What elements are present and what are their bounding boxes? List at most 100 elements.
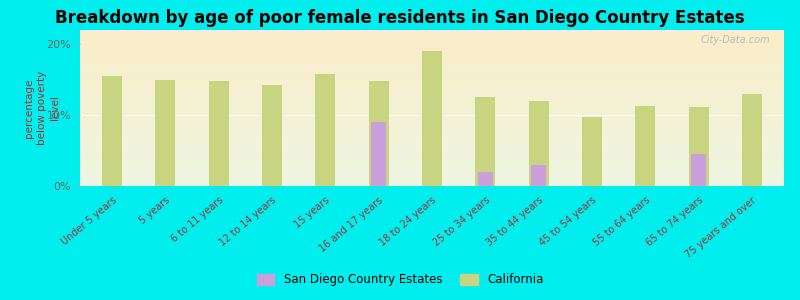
Bar	[0, 78, 800, 79]
Bar	[0, 118, 800, 120]
Bar	[0, 165, 800, 166]
Bar	[0, 48, 800, 50]
Bar	[0, 174, 800, 176]
Bar	[0, 121, 800, 123]
Bar	[0, 92, 800, 93]
Bar	[209, 81, 229, 186]
Bar	[742, 94, 762, 186]
Bar	[0, 171, 800, 173]
Bar	[0, 56, 800, 57]
Bar	[0, 167, 800, 168]
Bar	[0, 181, 800, 182]
Bar	[0, 129, 800, 130]
Bar	[0, 148, 800, 149]
Bar	[0, 45, 800, 46]
Bar	[0, 57, 800, 59]
Bar	[0, 90, 800, 92]
Bar	[0, 46, 800, 48]
Text: Breakdown by age of poor female residents in San Diego Country Estates: Breakdown by age of poor female resident…	[55, 9, 745, 27]
Bar	[0, 68, 800, 70]
Bar	[422, 51, 442, 186]
Bar	[0, 42, 800, 43]
Bar	[691, 154, 706, 186]
Bar	[0, 96, 800, 98]
Bar	[529, 101, 549, 186]
Bar	[0, 50, 800, 51]
Bar	[0, 156, 800, 157]
Bar	[0, 176, 800, 177]
Bar	[0, 112, 800, 113]
Bar	[0, 79, 800, 81]
Bar	[155, 80, 175, 186]
Bar	[0, 76, 800, 78]
Bar	[0, 177, 800, 179]
Bar	[0, 64, 800, 65]
Bar	[0, 35, 800, 37]
Bar	[369, 81, 389, 186]
Bar	[315, 74, 335, 186]
Bar	[0, 106, 800, 107]
Bar	[0, 103, 800, 104]
Bar	[0, 154, 800, 156]
Bar	[0, 59, 800, 60]
Bar	[0, 104, 800, 106]
Bar	[0, 173, 800, 174]
Bar	[0, 124, 800, 126]
Bar	[0, 168, 800, 170]
Bar	[0, 67, 800, 68]
Bar	[0, 88, 800, 90]
Bar	[0, 82, 800, 84]
Bar	[0, 37, 800, 39]
Bar	[475, 98, 495, 186]
Bar	[635, 106, 655, 186]
Bar	[0, 62, 800, 64]
Bar	[0, 40, 800, 42]
Bar	[262, 85, 282, 186]
Y-axis label: percentage
below poverty
level: percentage below poverty level	[24, 71, 60, 145]
Bar	[0, 101, 800, 103]
Bar	[0, 126, 800, 128]
Bar	[0, 87, 800, 88]
Bar	[0, 137, 800, 138]
Bar	[478, 172, 493, 186]
Bar	[531, 165, 546, 186]
Bar	[0, 109, 800, 110]
Bar	[371, 122, 386, 186]
Bar	[0, 93, 800, 95]
Bar	[0, 135, 800, 137]
Bar	[0, 169, 800, 171]
Bar	[0, 65, 800, 67]
Bar	[0, 128, 800, 129]
Legend: San Diego Country Estates, California: San Diego Country Estates, California	[252, 269, 548, 291]
Bar	[0, 143, 800, 145]
Bar	[0, 115, 800, 117]
Bar	[0, 73, 800, 74]
Bar	[582, 116, 602, 186]
Bar	[0, 39, 800, 40]
Bar	[0, 71, 800, 73]
Bar	[0, 34, 800, 35]
Bar	[689, 106, 709, 186]
Bar	[0, 95, 800, 96]
Bar	[0, 179, 800, 181]
Bar	[0, 107, 800, 109]
Bar	[0, 164, 800, 165]
Bar	[102, 76, 122, 186]
Bar	[0, 31, 800, 32]
Bar	[0, 162, 800, 164]
Bar	[0, 84, 800, 85]
Bar	[0, 52, 800, 54]
Bar	[0, 113, 800, 115]
Bar	[0, 85, 800, 87]
Bar	[0, 32, 800, 34]
Bar	[0, 120, 800, 121]
Text: City-Data.com: City-Data.com	[700, 35, 770, 45]
Bar	[0, 81, 800, 82]
Bar	[0, 99, 800, 101]
Bar	[0, 159, 800, 160]
Bar	[0, 60, 800, 62]
Bar	[0, 54, 800, 56]
Bar	[0, 117, 800, 118]
Bar	[0, 184, 800, 185]
Bar	[0, 98, 800, 99]
